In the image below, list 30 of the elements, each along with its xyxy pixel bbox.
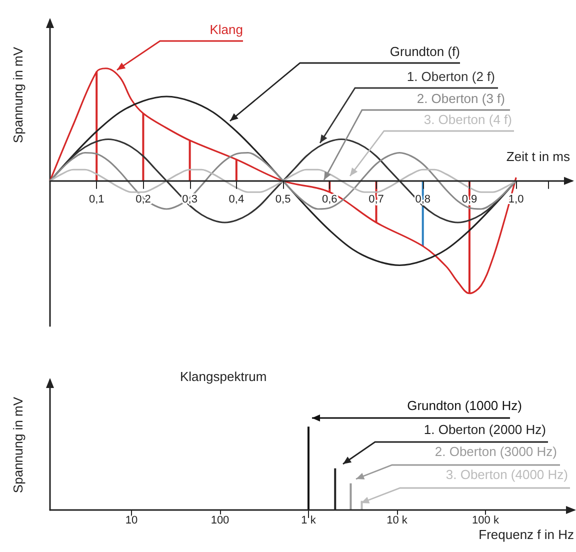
y-axis-title: Spannung in mV (10, 46, 26, 144)
y-axis-title: Spannung in mV (10, 396, 26, 494)
x-tick-label: 10 (125, 514, 138, 526)
text: Grundton (1000 Hz) (407, 398, 522, 413)
text: 2. Oberton (3000 Hz) (434, 444, 557, 459)
text: 2. Oberton (3 f) (416, 91, 505, 106)
text: 1. Oberton (2 f) (406, 69, 495, 84)
x-tick-label: 0,4 (228, 193, 244, 206)
x-tick-label: 1 k (301, 514, 316, 526)
text: Grundton (f) (390, 44, 460, 59)
bar (235, 160, 238, 181)
x-tick-label: 100 (210, 514, 230, 526)
x-tick-label: 0,1 (88, 193, 104, 206)
x-tick-label: 0,5 (275, 193, 291, 206)
x-tick-label: 100 k (472, 514, 500, 526)
bar (96, 72, 98, 181)
text: 3. Oberton (4000 Hz) (446, 467, 568, 482)
x-tick-label: 10 k (386, 514, 408, 526)
bar (188, 140, 191, 181)
bar (307, 426, 310, 510)
x-axis-title: Frequenz f in Hz (478, 527, 574, 542)
x-tick-label: 0,6 (322, 193, 338, 206)
text: 1. Oberton (2000 Hz) (424, 422, 546, 437)
chart-title: Klangspektrum (180, 369, 267, 384)
x-axis-title: Zeit t in ms (506, 149, 570, 164)
text: Klang (210, 22, 243, 37)
bar (350, 483, 352, 510)
text: 3. Oberton (4 f) (424, 112, 512, 127)
x-tick-label: 0,2 (136, 193, 151, 206)
bar (142, 113, 144, 181)
